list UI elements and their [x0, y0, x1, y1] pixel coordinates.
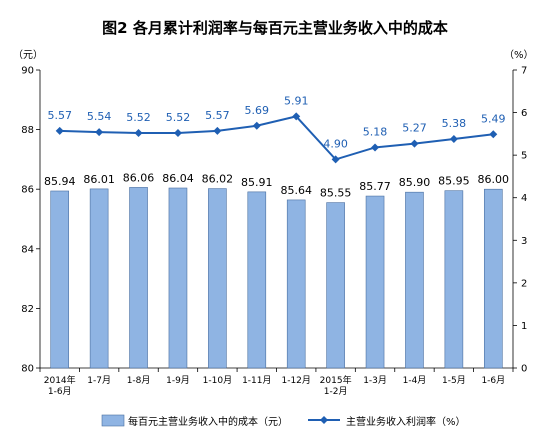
x-axis-tick-label: 2014年: [44, 374, 76, 386]
line-value-label: 5.57: [47, 109, 72, 122]
right-axis-tick-label: 7: [521, 66, 527, 77]
x-axis-tick-label: 1-8月: [127, 375, 151, 386]
bar: [247, 191, 267, 369]
line-value-label: 5.91: [284, 94, 309, 107]
line-point: [292, 112, 301, 121]
bar: [208, 188, 227, 369]
bar: [168, 187, 188, 369]
x-axis-tick-label: 1-3月: [363, 375, 387, 386]
right-axis-tick-label: 0: [521, 364, 527, 375]
x-axis-tick-label: 1-2月: [324, 386, 348, 397]
bar-value-label: 85.77: [359, 180, 391, 193]
bar-value-label: 86.04: [162, 172, 194, 185]
plot-area: 8082848688900123456785.942014年1-6月86.011…: [21, 66, 527, 398]
x-axis-tick-label: 1-7月: [87, 375, 111, 386]
bar-value-label: 86.01: [83, 173, 115, 186]
line-point: [489, 130, 498, 139]
bar-value-label: 85.90: [399, 176, 431, 189]
line-value-label: 5.49: [481, 112, 506, 125]
x-axis-tick-label: 1-6月: [481, 375, 505, 386]
bar: [89, 188, 109, 369]
left-axis-tick-label: 86: [21, 185, 34, 196]
bar: [483, 188, 503, 369]
line-point: [410, 139, 419, 148]
line-value-label: 5.18: [363, 125, 388, 138]
x-axis-tick-label: 1-9月: [166, 375, 190, 386]
right-axis-unit: （%）: [504, 49, 534, 61]
bar-value-label: 86.02: [202, 173, 234, 186]
right-axis-tick-label: 2: [521, 278, 527, 289]
line-value-label: 5.38: [442, 117, 467, 130]
line-value-label: 5.52: [126, 111, 151, 124]
bar-value-label: 86.06: [123, 171, 155, 184]
bar-value-label: 85.94: [44, 175, 76, 188]
bar: [326, 202, 345, 369]
legend-line-marker: [320, 416, 328, 424]
bar-value-label: 85.91: [241, 176, 273, 189]
bar: [365, 195, 385, 369]
line-point: [173, 129, 182, 138]
line-value-label: 5.27: [402, 122, 427, 135]
line-point: [213, 126, 222, 135]
line-point: [134, 129, 143, 138]
right-axis-tick-label: 5: [521, 151, 527, 162]
line-point: [449, 134, 458, 143]
bar-value-label: 86.00: [478, 173, 510, 186]
line-value-label: 5.69: [245, 104, 270, 117]
x-axis-tick-label: 1-11月: [242, 375, 271, 386]
bar-value-label: 85.95: [438, 175, 470, 188]
bar: [405, 191, 424, 369]
line-value-label: 5.54: [87, 110, 112, 123]
bar-value-label: 85.64: [280, 184, 312, 197]
right-axis-tick-label: 1: [521, 321, 527, 332]
left-axis-tick-label: 90: [21, 66, 34, 77]
left-axis-tick-label: 84: [21, 244, 34, 255]
line-value-label: 5.57: [205, 109, 230, 122]
left-axis-tick-label: 80: [21, 364, 34, 375]
line-point: [331, 155, 340, 164]
line-point: [371, 143, 380, 152]
line-point: [95, 128, 104, 137]
bar-value-label: 85.55: [320, 187, 352, 200]
bar: [286, 199, 306, 369]
x-axis-tick-label: 1-5月: [442, 375, 466, 386]
left-axis-tick-label: 88: [21, 125, 34, 136]
legend-bar-swatch: [101, 414, 125, 427]
bar: [50, 190, 70, 369]
x-axis-tick-label: 1-4月: [403, 375, 427, 386]
line-value-label: 4.90: [323, 137, 348, 150]
x-axis-tick-label: 1-6月: [48, 386, 72, 397]
legend: 每百元主营业务收入中的成本（元） 主营业务收入利润率（%）: [101, 414, 466, 428]
line-point: [252, 121, 261, 130]
line-value-label: 5.52: [166, 111, 191, 124]
chart-title: 图2 各月累计利润率与每百元主营业务收入中的成本: [102, 19, 448, 37]
x-axis-tick-label: 1-12月: [281, 375, 310, 386]
legend-bar-label: 每百元主营业务收入中的成本（元）: [128, 415, 288, 428]
left-axis-unit: （元）: [13, 49, 43, 61]
line-point: [55, 126, 64, 135]
right-axis-tick-label: 4: [521, 193, 527, 204]
legend-line-label: 主营业务收入利润率（%）: [346, 415, 466, 428]
bar: [129, 187, 148, 369]
x-axis-tick-label: 1-10月: [203, 375, 232, 386]
x-axis-tick-label: 2015年: [320, 374, 352, 386]
right-axis-tick-label: 3: [521, 236, 527, 247]
line-series: [59, 115, 494, 161]
bar: [444, 190, 464, 369]
left-axis-tick-label: 82: [21, 304, 34, 315]
right-axis-tick-label: 6: [521, 108, 527, 119]
